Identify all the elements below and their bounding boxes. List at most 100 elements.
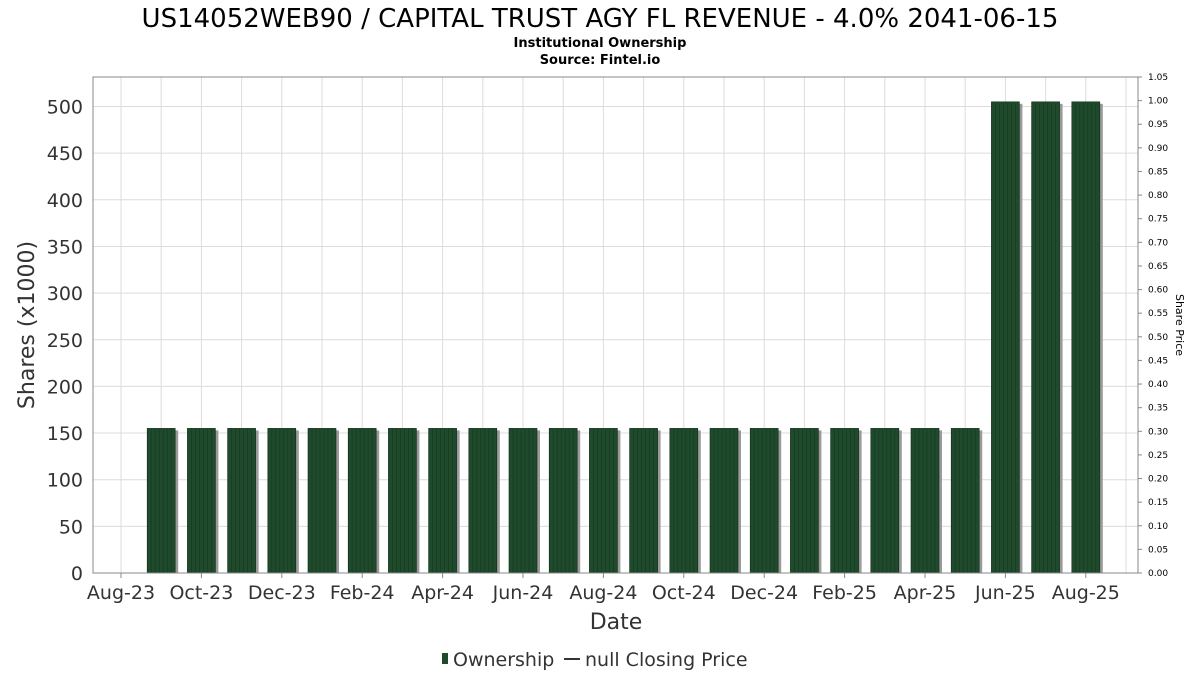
x-tick-label: Apr-24: [411, 582, 474, 604]
legend: Ownership null Closing Price: [442, 649, 748, 671]
ownership-bar: [508, 428, 540, 574]
bar-fill: [307, 428, 337, 574]
y2-tick-label: 0.30: [1148, 427, 1168, 437]
y2-tick-label: 0.95: [1148, 120, 1168, 130]
y2-axis-ticks: 0.00 0.05 0.10 0.15 0.20 0.25 0.30 0.35 0.40 0.45…: [1138, 73, 1168, 579]
y-axis-ticks: 0 50 100 150 200 250 300 350 400 450 500: [47, 97, 83, 586]
ownership-bar: [950, 428, 983, 574]
y2-tick-label: 0.50: [1148, 333, 1168, 343]
bar-fill: [508, 428, 538, 574]
x-tick-label: Dec-23: [248, 582, 316, 604]
ownership-bar: [910, 428, 942, 574]
ownership-bar: [669, 428, 701, 574]
x-tick-label: Dec-24: [730, 582, 798, 604]
bar-fill: [388, 428, 417, 574]
legend-ownership-swatch: [442, 653, 448, 664]
y2-tick-label: 0.90: [1148, 144, 1168, 154]
ownership-bar: [388, 428, 420, 574]
legend-ownership-label: Ownership: [453, 649, 554, 671]
x-tick-label: Aug-23: [87, 582, 155, 604]
y2-tick-label: 1.00: [1148, 97, 1168, 107]
ownership-bar: [589, 428, 621, 574]
chart-title: US14052WEB90 / CAPITAL TRUST AGY FL REVE…: [142, 4, 1059, 34]
y2-tick-label: 0.55: [1148, 309, 1168, 319]
x-tick-label: Jun-25: [974, 582, 1036, 604]
y2-tick-label: 0.35: [1148, 404, 1168, 414]
ownership-bar: [709, 428, 741, 574]
x-tick-label: Oct-24: [652, 582, 716, 604]
y-tick-label: 450: [47, 143, 83, 165]
ownership-bar: [187, 428, 219, 574]
ownership-bar: [267, 428, 299, 574]
bar-fill: [1031, 101, 1060, 574]
bars-group: [93, 101, 1138, 574]
ownership-bar: [428, 428, 460, 574]
y2-tick-label: 0.65: [1148, 262, 1168, 272]
y-tick-label: 250: [47, 330, 83, 352]
bar-fill: [146, 428, 176, 574]
chart-source: Source: Fintel.io: [540, 53, 661, 68]
ownership-bar: [749, 428, 782, 574]
x-tick-label: Aug-25: [1052, 582, 1120, 604]
ownership-bar: [307, 428, 339, 574]
x-tick-label: Feb-25: [812, 582, 877, 604]
x-tick-label: Oct-23: [169, 582, 233, 604]
ownership-bar: [870, 428, 902, 574]
y-tick-label: 150: [47, 423, 83, 445]
bar-fill: [709, 428, 739, 574]
y-axis-label: Shares (x1000): [15, 241, 40, 409]
y2-tick-label: 0.10: [1148, 522, 1168, 532]
bar-fill: [589, 428, 618, 574]
bar-fill: [468, 428, 498, 574]
y2-tick-label: 0.20: [1148, 475, 1168, 485]
y-tick-label: 500: [47, 97, 83, 119]
y2-tick-label: 0.25: [1148, 451, 1168, 461]
bar-fill: [629, 428, 658, 574]
x-axis-ticks: Aug-23 Oct-23 Dec-23 Feb-24 Apr-24 Jun-24 Aug-…: [87, 573, 1120, 604]
y2-tick-label: 0.75: [1148, 215, 1168, 225]
bar-fill: [187, 428, 216, 574]
chart-subtitle: Institutional Ownership: [514, 36, 687, 51]
x-tick-label: Jun-24: [492, 582, 554, 604]
y-tick-label: 400: [47, 190, 83, 212]
y-tick-label: 100: [47, 470, 83, 492]
ownership-bar: [227, 428, 259, 574]
y-tick-label: 50: [59, 516, 83, 538]
y-tick-label: 0: [71, 563, 83, 585]
y2-tick-label: 0.05: [1148, 545, 1168, 555]
bar-fill: [428, 428, 457, 574]
ownership-bar: [991, 101, 1023, 574]
ownership-bar: [1071, 101, 1103, 574]
ownership-bar: [1031, 101, 1063, 574]
y2-tick-label: 0.45: [1148, 356, 1168, 366]
bar-fill: [870, 428, 900, 574]
x-tick-label: Feb-24: [330, 582, 395, 604]
ownership-bar: [830, 428, 862, 574]
y2-tick-label: 0.70: [1148, 238, 1168, 248]
y2-tick-label: 0.85: [1148, 167, 1168, 177]
bar-fill: [267, 428, 297, 574]
ownership-bar: [629, 428, 661, 574]
legend-price-label: null Closing Price: [585, 649, 748, 671]
ownership-bar: [548, 428, 581, 574]
y2-axis-label: Share Price: [1173, 294, 1186, 356]
y2-tick-label: 0.00: [1148, 569, 1168, 579]
y2-tick-label: 0.40: [1148, 380, 1168, 390]
y-tick-label: 350: [47, 236, 83, 258]
ownership-bar: [468, 428, 500, 574]
x-tick-label: Apr-25: [894, 582, 957, 604]
y2-tick-label: 0.60: [1148, 286, 1168, 296]
x-tick-label: Aug-24: [569, 582, 637, 604]
ownership-bar: [790, 428, 822, 574]
ownership-bar: [347, 428, 380, 574]
bar-fill: [749, 428, 779, 574]
bar-fill: [1071, 101, 1101, 574]
y2-tick-label: 0.15: [1148, 498, 1168, 508]
bar-fill: [548, 428, 578, 574]
bar-fill: [347, 428, 377, 574]
bar-fill: [910, 428, 940, 574]
y2-tick-label: 0.80: [1148, 191, 1168, 201]
bar-fill: [790, 428, 819, 574]
y-tick-label: 300: [47, 283, 83, 305]
